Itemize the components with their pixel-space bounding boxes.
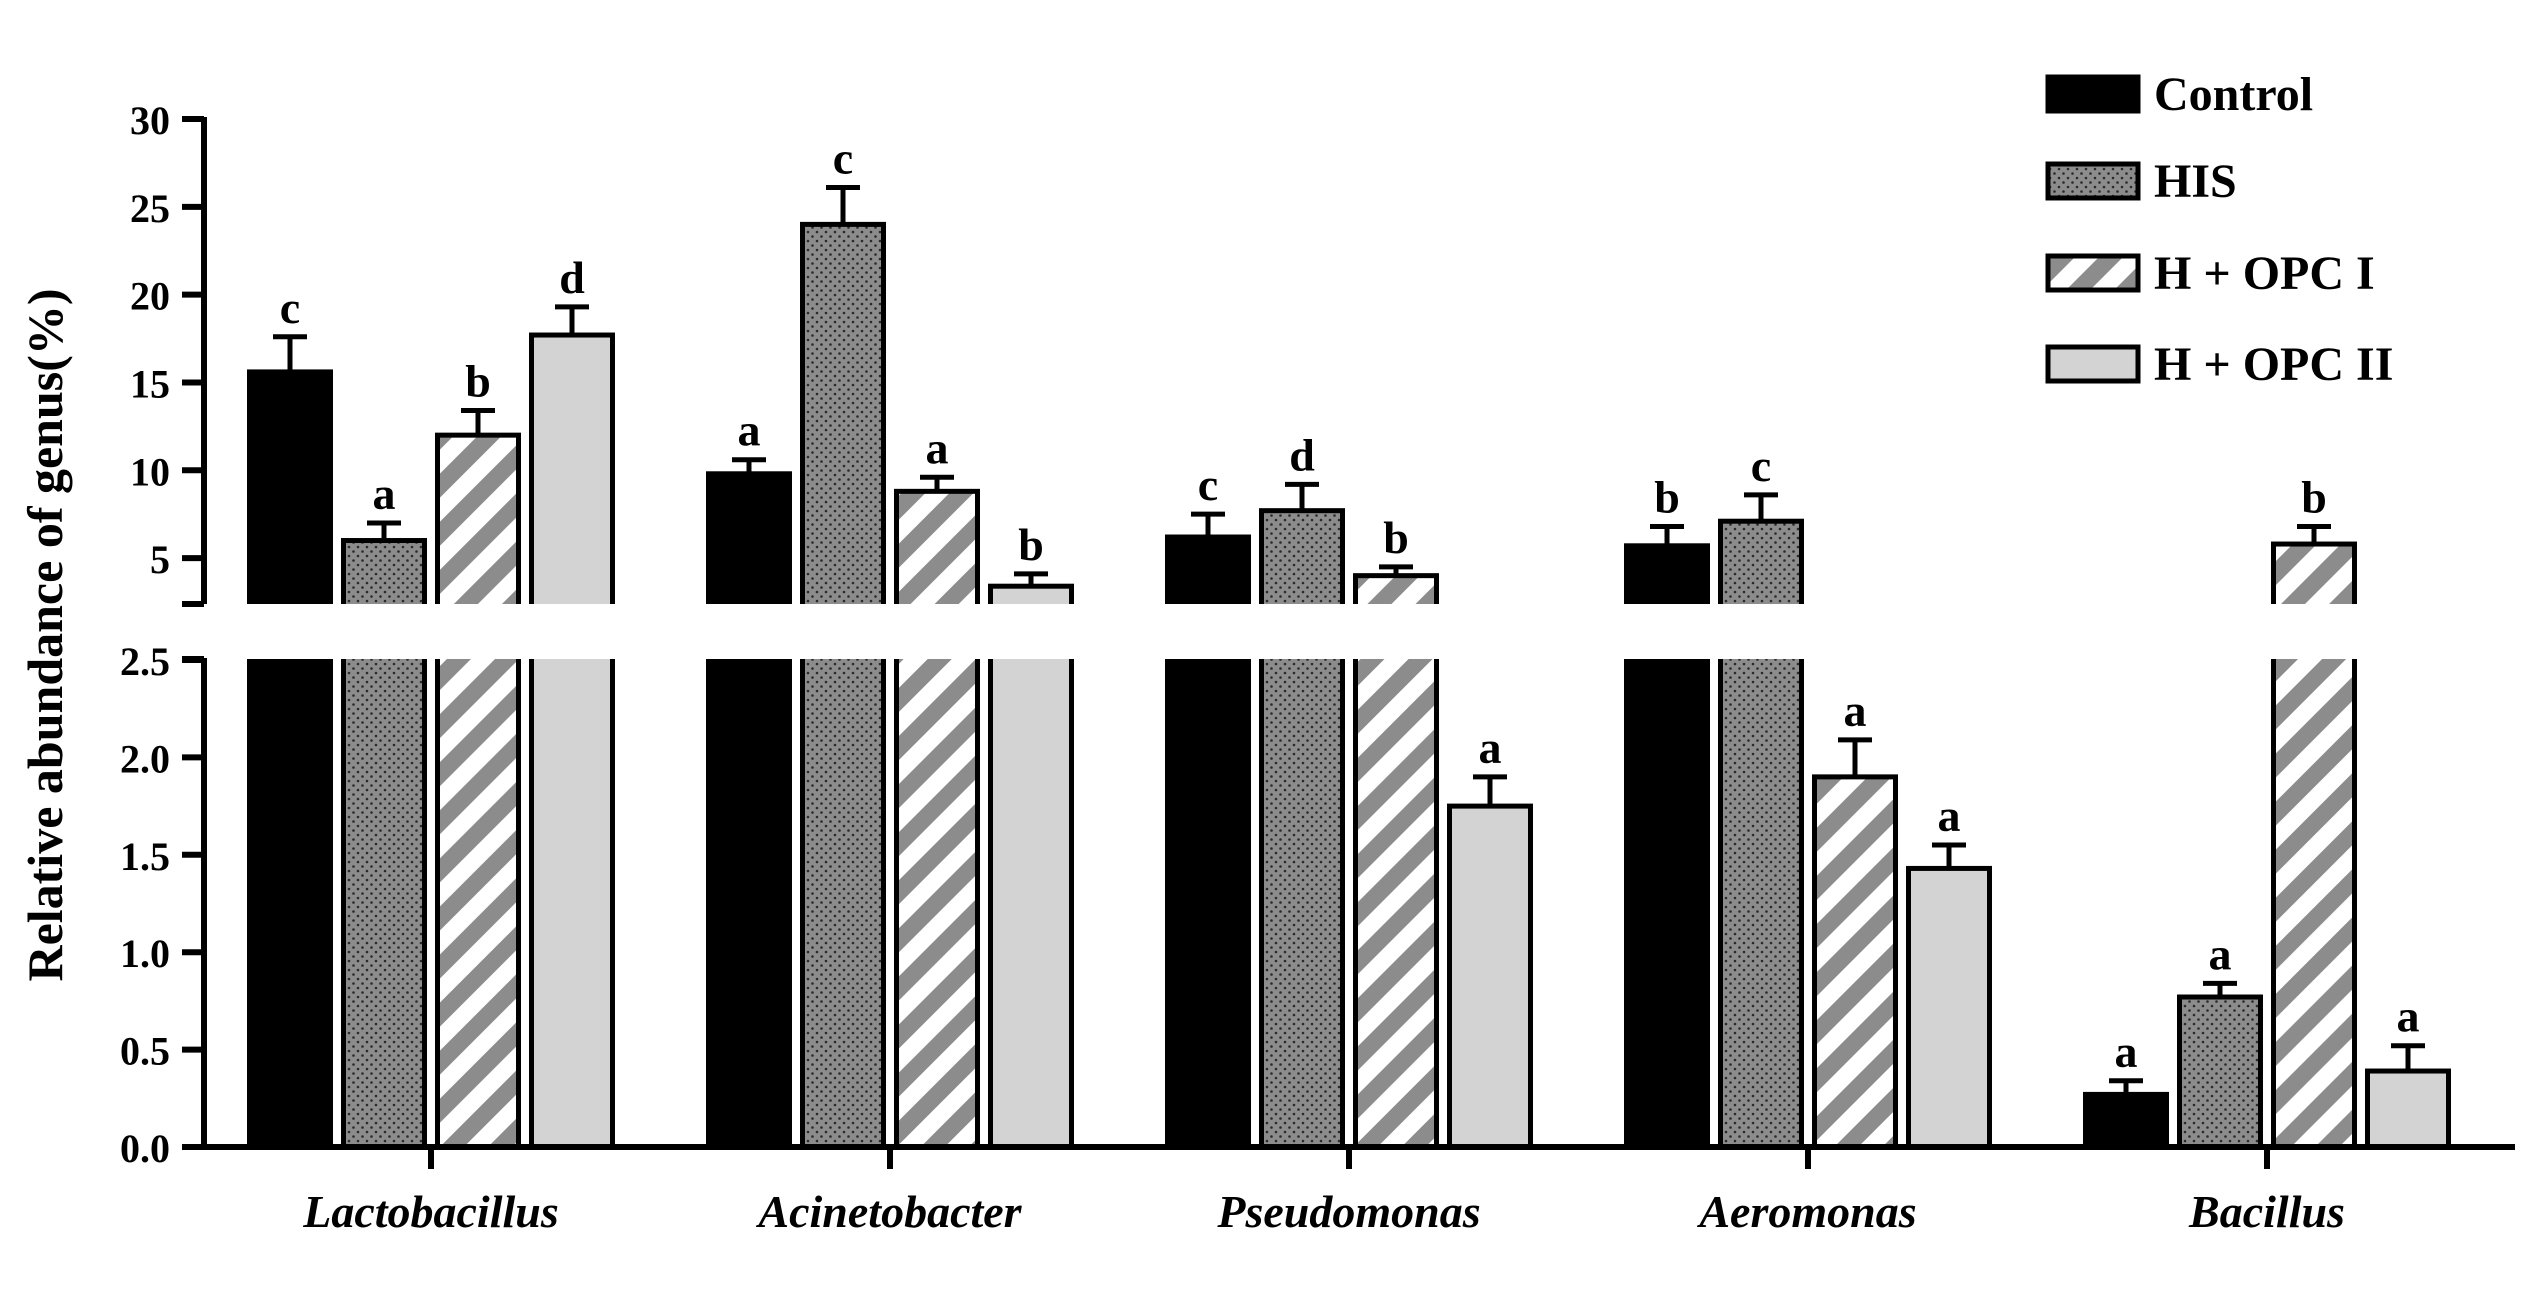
- y-tick-label: 0.5: [120, 1029, 170, 1074]
- bar-control-bacillus: [2083, 1091, 2169, 1150]
- bar-h-opc-i-pseudomonas: [1353, 573, 1439, 1150]
- significance-letter: b: [1654, 471, 1680, 522]
- significance-letter: a: [1844, 685, 1867, 736]
- legend-label: Control: [2154, 68, 2313, 121]
- legend-swatch-h-opc-ii: [2045, 344, 2141, 384]
- significance-letter: c: [280, 282, 300, 333]
- x-tick-label-bacillus: Bacillus: [2188, 1186, 2345, 1237]
- y-tick-label: 25: [130, 186, 170, 231]
- x-axis: Lactobacillus Acinetobacter Pseudomonas Aer…: [201, 1144, 2515, 1237]
- bars-layer: c a c b a a c d c a b a b a b d b a a a: [164, 132, 2520, 1150]
- significance-letter: c: [1198, 459, 1218, 510]
- significance-letter: b: [465, 356, 491, 407]
- bar-h-opc-ii-aeromonas: [1906, 865, 1992, 1150]
- y-tick-label: 20: [130, 274, 170, 319]
- bar-control-lactobacillus: [247, 369, 333, 1150]
- significance-letter: c: [1751, 440, 1771, 491]
- legend: Control HIS H + OPC I H + OPC II: [2045, 68, 2393, 391]
- significance-letter: b: [2301, 471, 2327, 522]
- significance-letter: a: [1938, 790, 1961, 841]
- significance-letter: a: [1479, 722, 1502, 773]
- legend-swatch-h-opc-i: [2045, 253, 2141, 293]
- y-axis: 0.0 0.5 1.0 1.5 2.0 2.5 5 10 15 20 25 30: [120, 98, 207, 1171]
- bar-h-opc-i-acinetobacter: [894, 488, 980, 1150]
- significance-letter: a: [738, 405, 761, 456]
- significance-letter: a: [2115, 1026, 2138, 1077]
- y-axis-label: Relative abundance of genus(%): [17, 288, 73, 981]
- legend-label: HIS: [2154, 155, 2237, 208]
- y-tick-label: 30: [130, 98, 170, 143]
- y-tick-label: 1.0: [120, 931, 170, 976]
- x-tick-label-lactobacillus: Lactobacillus: [302, 1186, 559, 1237]
- bar-h-opc-i-aeromonas: [1812, 774, 1898, 1150]
- significance-letter: b: [1018, 519, 1044, 570]
- bar-his-bacillus: [2177, 994, 2263, 1150]
- y-tick-label: 0.0: [120, 1126, 170, 1171]
- legend-swatch-control: [2045, 74, 2141, 114]
- y-tick-label: 15: [130, 361, 170, 406]
- significance-letter: d: [559, 252, 585, 303]
- x-tick-label-pseudomonas: Pseudomonas: [1216, 1186, 1480, 1237]
- y-tick-label: 10: [130, 449, 170, 494]
- legend-label: H + OPC I: [2154, 247, 2375, 300]
- significance-letter: b: [1383, 512, 1409, 563]
- bar-h-opc-ii-bacillus: [2365, 1068, 2451, 1150]
- significance-letter: c: [833, 132, 853, 183]
- bar-h-opc-ii-acinetobacter: [988, 583, 1074, 1150]
- significance-letter: d: [1289, 429, 1315, 480]
- x-tick-label-aeromonas: Aeromonas: [1696, 1186, 1916, 1237]
- bar-h-opc-ii-pseudomonas: [1447, 803, 1533, 1150]
- bar-h-opc-ii-lactobacillus: [529, 332, 615, 1150]
- significance-letter: a: [373, 468, 396, 519]
- significance-letter: a: [2397, 991, 2420, 1042]
- legend-label: H + OPC II: [2154, 338, 2393, 391]
- significance-letter: a: [926, 422, 949, 473]
- y-tick-label: 2.0: [120, 736, 170, 781]
- bar-h-opc-i-lactobacillus: [435, 432, 521, 1150]
- y-tick-label: 2.5: [120, 639, 170, 684]
- y-tick-label: 5: [150, 537, 170, 582]
- legend-swatch-his: [2045, 161, 2141, 201]
- y-tick-label: 1.5: [120, 834, 170, 879]
- axis-break-gap: [164, 604, 2520, 659]
- bar-control-acinetobacter: [706, 471, 792, 1150]
- bar-his-acinetobacter: [800, 221, 886, 1150]
- significance-letter: a: [2209, 928, 2232, 979]
- x-tick-label-acinetobacter: Acinetobacter: [755, 1186, 1022, 1237]
